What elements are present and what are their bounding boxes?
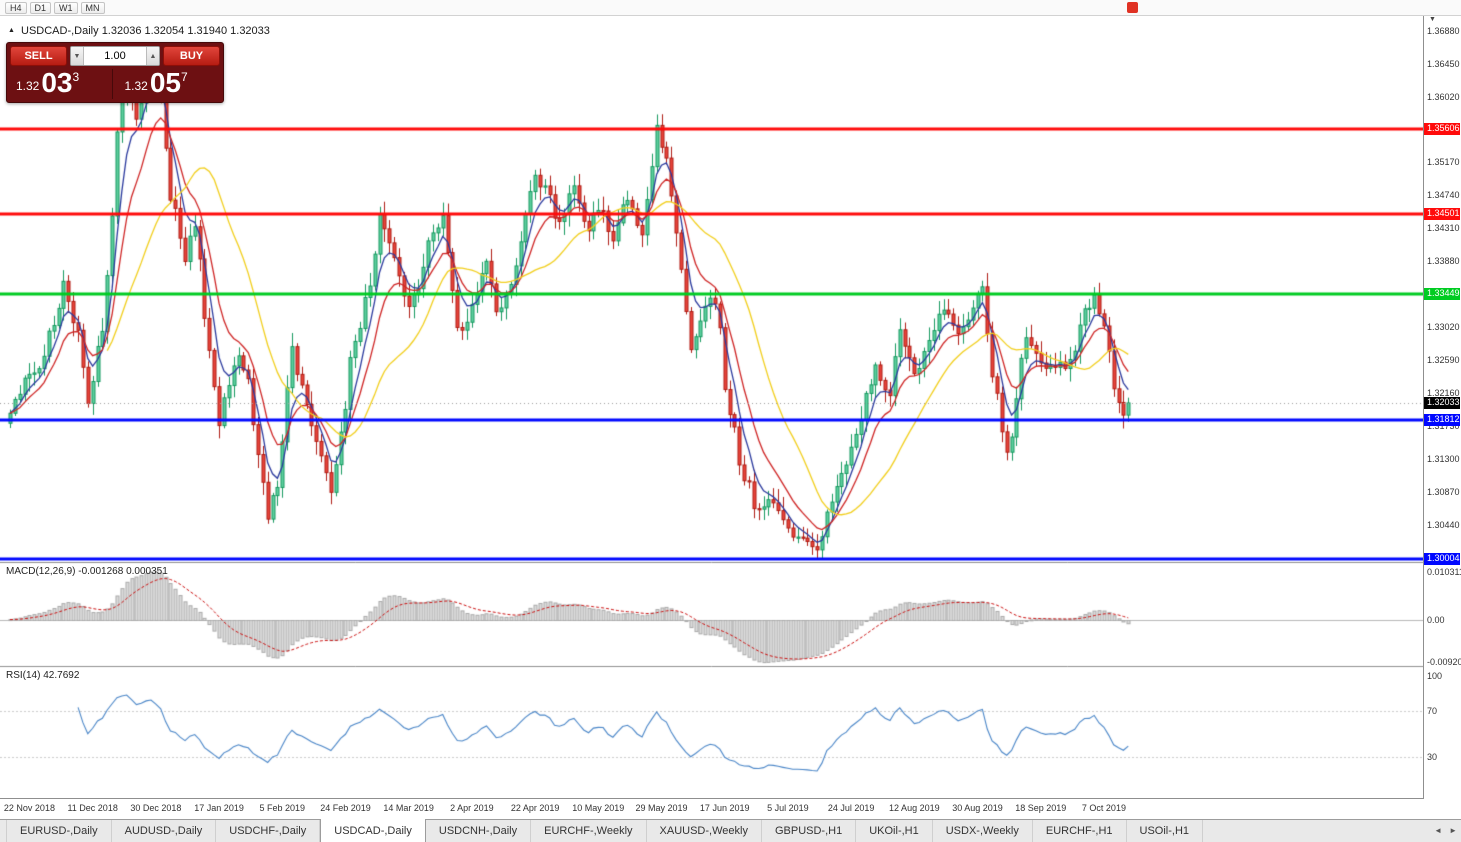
date-tick-label: 7 Oct 2019 (1081, 803, 1126, 813)
price-tick-label: 1.32590 (1427, 355, 1460, 366)
rsi-indicator-label: RSI(14) 42.7692 (6, 670, 80, 681)
price-tick-label: 1.31730 (1427, 421, 1460, 432)
buy-price-pip-digit: 7 (181, 70, 188, 84)
price-tick-label: 1.36880 (1427, 25, 1460, 36)
macd-tick-label: 0.010311 (1427, 567, 1461, 577)
price-tick-label: 1.30870 (1427, 487, 1460, 498)
tab-xauusd-weekly[interactable]: XAUUSD-,Weekly (647, 820, 762, 842)
date-tick-label: 22 Apr 2019 (510, 803, 560, 813)
date-tick-label: 12 Aug 2019 (889, 803, 940, 813)
lot-increase-button[interactable]: ▲ (146, 47, 159, 65)
rsi-tick-label: 30 (1427, 752, 1438, 763)
tab-eurchf-weekly[interactable]: EURCHF-,Weekly (531, 820, 647, 842)
price-tick-label: 1.31300 (1427, 454, 1460, 465)
sell-price-prefix: 1.32 (16, 79, 40, 93)
chart-symbol-title: USDCAD-,Daily (21, 25, 99, 37)
date-tick-label: 11 Dec 2018 (67, 803, 118, 813)
tab-scroll-left-icon[interactable]: ◄ (1434, 826, 1443, 835)
date-tick-label: 5 Feb 2019 (259, 803, 306, 813)
level-price-badge: 1.34501 (1424, 207, 1460, 220)
price-tick-label: 1.34740 (1427, 190, 1460, 201)
date-tick-label: 2 Apr 2019 (450, 803, 494, 813)
date-tick-label: 10 May 2019 (572, 803, 625, 813)
date-tick-label: 30 Dec 2018 (130, 803, 182, 813)
current-price-badge: 1.32033 (1424, 396, 1460, 409)
price-tick-label: 1.32160 (1427, 388, 1460, 399)
level-price-badge: 1.33449 (1424, 288, 1460, 301)
price-tick-label: 1.30440 (1427, 520, 1460, 531)
price-axis[interactable]: 1.36880 1.36450 1.36020 1.35170 1.34740 1.343… (1423, 16, 1461, 799)
tab-scroll-right-icon[interactable]: ► (1449, 826, 1457, 835)
date-tick-label: 18 Sep 2019 (1015, 803, 1067, 813)
price-tick-label: 1.33880 (1427, 256, 1460, 267)
tab-usdx-weekly[interactable]: USDX-,Weekly (933, 820, 1033, 842)
tab-usdchf-daily[interactable]: USDCHF-,Daily (216, 820, 321, 842)
rsi-tick-label: 70 (1427, 705, 1438, 716)
tab-usdcad-daily[interactable]: USDCAD-,Daily (320, 819, 426, 842)
lot-size-control: ▼ ▲ (70, 46, 160, 66)
chart-tab-bar: EURUSD-,Daily AUDUSD-,Daily USDCHF-,Dail… (0, 819, 1461, 842)
date-axis[interactable]: 22 Nov 2018 11 Dec 2018 30 Dec 2018 17 Jan … (0, 799, 1423, 819)
tab-audusd-daily[interactable]: AUDUSD-,Daily (112, 820, 217, 842)
date-tick-label: 30 Aug 2019 (952, 803, 1003, 813)
date-tick-label: 14 Mar 2019 (383, 803, 434, 813)
buy-price-prefix: 1.32 (124, 79, 148, 93)
date-tick-label: 29 May 2019 (635, 803, 688, 813)
sell-price-button[interactable]: 1.32 03 3 (10, 69, 113, 99)
tab-scroll-arrows: ◄ ► (1434, 819, 1457, 842)
sell-button[interactable]: SELL (10, 46, 67, 66)
timeframe-w1-button[interactable]: W1 (54, 1, 78, 14)
lot-size-input[interactable] (84, 47, 146, 65)
date-tick-label: 17 Jan 2019 (194, 803, 244, 813)
rsi-tick-label: 100 (1427, 671, 1443, 681)
tab-usoil-h1[interactable]: USOil-,H1 (1127, 820, 1204, 842)
lot-decrease-button[interactable]: ▼ (71, 47, 84, 65)
chart-ohlc-values: 1.32036 1.32054 1.31940 1.32033 (101, 25, 270, 37)
sell-price-big-digits: 03 (41, 67, 73, 98)
tab-eurusd-daily[interactable]: EURUSD-,Daily (6, 820, 112, 842)
date-tick-label: 24 Feb 2019 (320, 803, 371, 813)
tab-eurchf-h1[interactable]: EURCHF-,H1 (1033, 820, 1127, 842)
red-square-icon (1127, 2, 1138, 13)
tab-gbpusd-h1[interactable]: GBPUSD-,H1 (762, 820, 857, 842)
level-price-badge: 1.31812 (1424, 413, 1460, 426)
date-tick-label: 22 Nov 2018 (3, 803, 55, 813)
buy-price-big-digits: 05 (149, 67, 182, 98)
buy-button[interactable]: BUY (163, 46, 220, 66)
candlestick-chart[interactable] (0, 16, 1423, 799)
level-price-badge: 1.30004 (1424, 552, 1460, 565)
macd-indicator-label: MACD(12,26,9) -0.001268 0.000351 (6, 566, 168, 577)
chart-shift-marker-icon[interactable]: ▼ (1429, 16, 1436, 23)
sell-price-pip-digit: 3 (72, 70, 80, 84)
date-tick-label: 5 Jul 2019 (767, 803, 809, 813)
collapse-triangle-icon: ▲ (8, 27, 15, 34)
timeframe-h4-button[interactable]: H4 (5, 1, 27, 14)
buy-price-button[interactable]: 1.32 05 7 (113, 69, 221, 99)
timeframe-mn-button[interactable]: MN (80, 1, 105, 14)
price-tick-label: 1.36450 (1427, 58, 1460, 69)
tab-usdcnh-daily[interactable]: USDCNH-,Daily (426, 820, 532, 842)
timeframe-d1-button[interactable]: D1 (29, 1, 52, 14)
tab-ukoil-h1[interactable]: UKOil-,H1 (856, 820, 933, 842)
timeframe-toolbar: H4 D1 W1 MN (0, 0, 1461, 16)
macd-tick-label: 0.00 (1427, 614, 1445, 625)
date-tick-label: 24 Jul 2019 (827, 803, 875, 813)
level-price-badge: 1.35606 (1424, 122, 1460, 135)
price-tick-label: 1.35170 (1427, 157, 1460, 168)
chart-header: ▲ USDCAD-,Daily 1.32036 1.32054 1.31940 … (8, 25, 270, 37)
macd-tick-label: -0.00920 (1427, 657, 1461, 667)
date-tick-label: 17 Jun 2019 (699, 803, 750, 813)
one-click-trading-panel: SELL ▼ ▲ BUY 1.32 03 3 1.32 05 7 (6, 42, 224, 103)
price-tick-label: 1.36020 (1427, 91, 1460, 102)
price-tick-label: 1.34310 (1427, 223, 1460, 234)
price-tick-label: 1.33020 (1427, 322, 1460, 333)
